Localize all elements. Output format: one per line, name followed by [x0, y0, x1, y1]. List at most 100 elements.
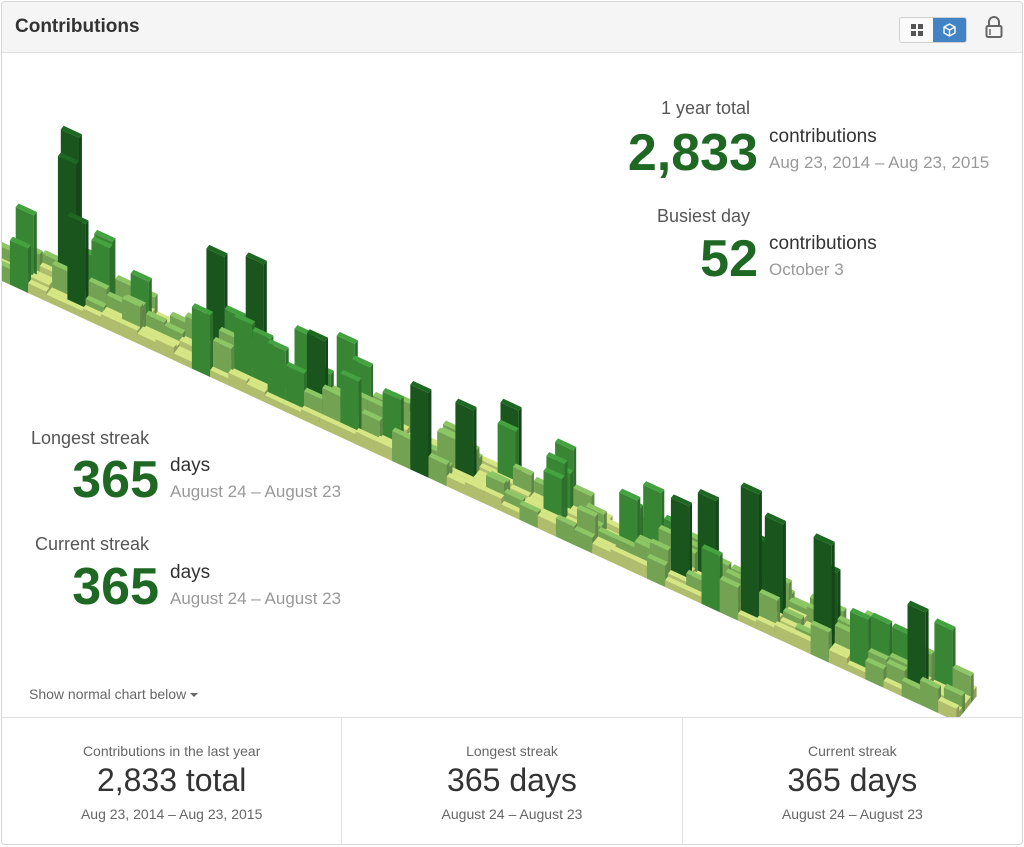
- cell-face: [64, 302, 83, 319]
- cell-face: [464, 478, 486, 491]
- footer-value: 365 days: [787, 762, 918, 798]
- cell-face: [683, 584, 705, 597]
- cell-face: [285, 361, 307, 374]
- cell-face: [446, 476, 465, 495]
- cell-face: [756, 615, 778, 628]
- busiest-day-unit: contributions: [769, 233, 877, 254]
- busiest-day-range: October 3: [769, 260, 844, 279]
- cell-face: [392, 431, 411, 470]
- cell-face: [100, 313, 120, 335]
- cell-face: [577, 504, 599, 517]
- cell-face: [340, 369, 362, 382]
- cell-face: [925, 609, 929, 698]
- cell-face: [267, 339, 289, 352]
- cell-face: [340, 373, 359, 441]
- show-normal-chart-link[interactable]: Show normal chart below: [29, 686, 199, 702]
- year-total-caption: 1 year total: [661, 98, 751, 118]
- cell-face: [931, 650, 935, 691]
- current-streak-unit: days: [170, 562, 211, 583]
- cell-face: [210, 311, 213, 377]
- contribution-cell: [9, 236, 31, 293]
- cell-face: [455, 402, 474, 484]
- cell-face: [668, 570, 690, 583]
- cell-face: [828, 649, 848, 671]
- footer-caption: Contributions in the last year: [82, 743, 261, 759]
- cell-face: [500, 398, 522, 411]
- cell-face: [701, 547, 720, 613]
- contribution-cell: [810, 620, 832, 663]
- cell-face: [646, 557, 666, 587]
- cell-face: [82, 304, 104, 317]
- cell-face: [119, 322, 138, 344]
- cell-face: [319, 414, 341, 427]
- cell-face: [2, 265, 10, 285]
- cell-face: [28, 283, 47, 302]
- lock-button[interactable]: [984, 15, 1004, 39]
- cell-face: [555, 438, 577, 451]
- cell-face: [191, 303, 213, 316]
- cell-face: [774, 621, 796, 634]
- busiest-day-caption: Busiest day: [657, 206, 751, 226]
- cell-face: [228, 372, 247, 394]
- contribution-cell: [701, 544, 723, 613]
- cell-face: [82, 308, 101, 327]
- contribution-cell: [646, 553, 668, 587]
- cell-face: [282, 400, 304, 413]
- cell-face: [228, 369, 250, 382]
- footer-range: Aug 23, 2014 – Aug 23, 2015: [80, 806, 263, 822]
- cell-face: [780, 616, 802, 629]
- panel-title: Contributions: [15, 16, 140, 37]
- cell-face: [519, 500, 541, 513]
- cell-face: [245, 252, 267, 265]
- cell-face: [373, 439, 393, 461]
- cell-face: [792, 629, 814, 642]
- cell-face: [564, 460, 568, 526]
- cell-face: [737, 613, 757, 629]
- cell-face: [783, 520, 786, 627]
- cell-face: [810, 624, 829, 663]
- cell-face: [224, 305, 246, 318]
- cell-face: [574, 525, 596, 538]
- cell-face: [783, 607, 805, 620]
- cell-face: [191, 306, 211, 377]
- cell-face: [252, 330, 271, 395]
- lock-icon: [985, 16, 1003, 38]
- cell-face: [831, 541, 835, 659]
- cell-face: [483, 486, 505, 499]
- cell-face: [392, 427, 414, 440]
- cell-face: [410, 381, 432, 394]
- cell-face: [788, 597, 810, 610]
- cell-face: [959, 707, 963, 717]
- cell-face: [973, 686, 977, 700]
- cell-face: [665, 576, 687, 589]
- cell-face: [883, 680, 902, 697]
- cube-view-button[interactable]: [933, 18, 966, 42]
- footer-longest-streak: Longest streak 365 days August 24 – Augu…: [342, 718, 683, 844]
- cell-face: [919, 676, 941, 689]
- cell-face: [956, 705, 960, 717]
- cell-face: [886, 659, 908, 672]
- current-streak-caption: Current streak: [35, 534, 150, 554]
- cell-face: [646, 553, 668, 566]
- cell-face: [901, 677, 923, 690]
- cell-face: [610, 545, 632, 558]
- cell-face: [970, 672, 974, 704]
- cell-face: [64, 299, 86, 312]
- cell-face: [519, 504, 538, 529]
- cell-face: [206, 244, 228, 257]
- cell-face: [246, 380, 268, 393]
- cell-face: [210, 366, 232, 379]
- grid-view-button[interactable]: [900, 18, 933, 42]
- footer-range: August 24 – August 23: [441, 806, 583, 822]
- longest-streak-value: 365: [72, 451, 159, 509]
- cell-face: [319, 417, 338, 436]
- cell-face: [737, 610, 759, 623]
- cell-face: [479, 463, 501, 476]
- cell-face: [907, 600, 929, 613]
- cell-face: [410, 384, 429, 478]
- cell-face: [774, 624, 793, 646]
- cell-face: [483, 490, 502, 512]
- cell-face: [355, 427, 377, 440]
- view-toggle: [899, 17, 967, 43]
- cell-face: [282, 403, 302, 419]
